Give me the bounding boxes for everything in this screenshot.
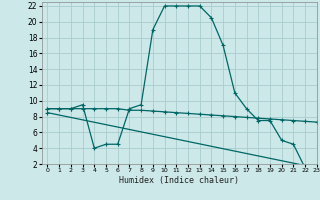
X-axis label: Humidex (Indice chaleur): Humidex (Indice chaleur) xyxy=(119,176,239,185)
